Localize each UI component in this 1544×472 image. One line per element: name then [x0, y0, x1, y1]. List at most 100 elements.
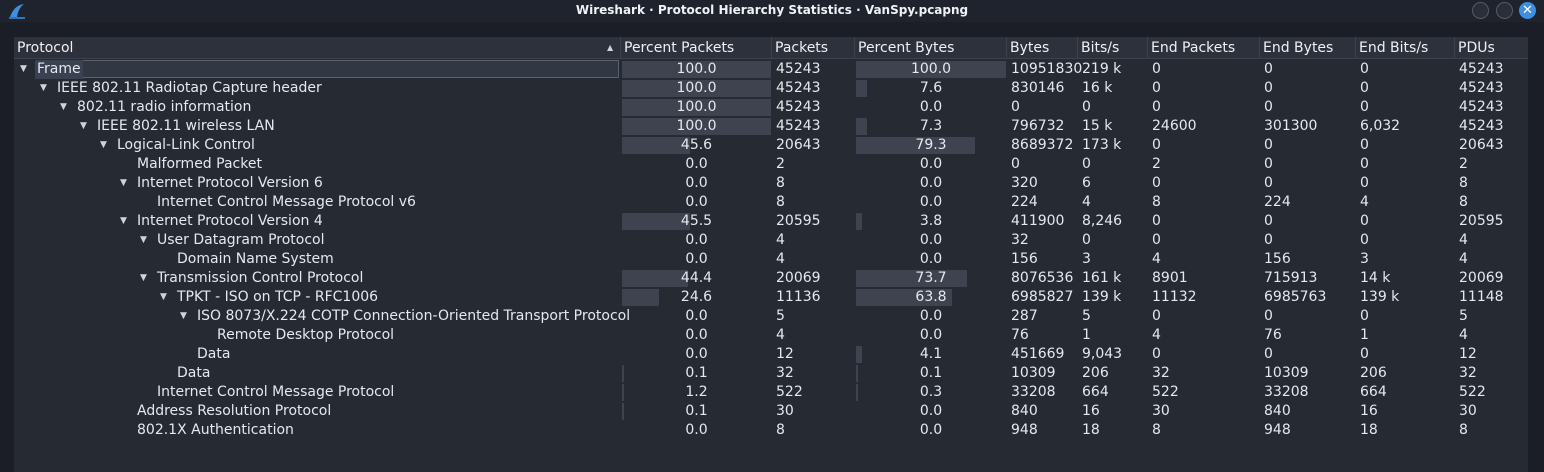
- percent-bytes-bar: 0.3: [856, 384, 1006, 401]
- bits-cell: 0: [1082, 156, 1091, 172]
- column-percent-packets[interactable]: Percent Packets: [621, 37, 772, 58]
- protocol-name-cell[interactable]: ▼ Internet Protocol Version 4: [14, 212, 621, 231]
- tree-row[interactable]: Address Resolution Protocol 0.1 0.0 30 840 16…: [14, 402, 1528, 421]
- column-bits-per-sec[interactable]: Bits/s: [1078, 37, 1148, 58]
- protocol-name-cell[interactable]: Address Resolution Protocol: [14, 402, 621, 421]
- protocol-name-cell[interactable]: ▼ IEEE 802.11 wireless LAN: [14, 117, 621, 136]
- percent-packets-bar-fill: [622, 118, 771, 135]
- expand-arrow-icon[interactable]: ▼: [120, 178, 127, 188]
- percent-bytes-bar-value: 0.0: [919, 99, 943, 115]
- protocol-name-cell[interactable]: ▼ TPKT - ISO on TCP - RFC1006: [14, 288, 621, 307]
- protocol-name-cell[interactable]: ▼ IEEE 802.11 Radiotap Capture header: [14, 79, 621, 98]
- protocol-name-cell[interactable]: Internet Control Message Protocol v6: [14, 193, 621, 212]
- percent-bytes-bar-fill: [856, 61, 1006, 78]
- column-end-packets[interactable]: End Packets: [1148, 37, 1260, 58]
- tree-row[interactable]: ▼ Logical-Link Control 45.6 79.3 20643 868937…: [14, 136, 1528, 155]
- percent-packets-bar-value: 44.4: [680, 270, 713, 286]
- percent-packets-bar: 0.0: [622, 251, 771, 268]
- tree-row[interactable]: ▼ Transmission Control Protocol 44.4 73.7 20…: [14, 269, 1528, 288]
- tree-row[interactable]: Internet Control Message Protocol 1.2 0.3 5…: [14, 383, 1528, 402]
- expand-arrow-icon[interactable]: ▼: [120, 216, 127, 226]
- percent-bytes-bar: 0.0: [856, 175, 1006, 192]
- protocol-name-cell[interactable]: ▼ User Datagram Protocol: [14, 231, 621, 250]
- protocol-hierarchy-tree[interactable]: Protocol ▲ Percent Packets Packets Perce…: [14, 37, 1528, 472]
- protocol-name-cell[interactable]: ▼ Internet Protocol Version 6: [14, 174, 621, 193]
- expand-arrow-icon[interactable]: ▼: [80, 121, 87, 131]
- percent-bytes-bar-value: 0.0: [919, 308, 943, 324]
- expand-arrow-icon[interactable]: ▼: [140, 273, 147, 283]
- protocol-name-cell[interactable]: ▼ Frame: [14, 60, 621, 79]
- column-protocol[interactable]: Protocol: [14, 37, 621, 58]
- column-end-bytes[interactable]: End Bytes: [1260, 37, 1356, 58]
- tree-row[interactable]: Remote Desktop Protocol 0.0 0.0 4 76 1 4 76 1 4: [14, 326, 1528, 345]
- maximize-button[interactable]: [1496, 2, 1513, 19]
- tree-row[interactable]: ▼ IEEE 802.11 Radiotap Capture header 100.…: [14, 79, 1528, 98]
- tree-row[interactable]: Domain Name System 0.0 0.0 4 156 3 4 156 3 4: [14, 250, 1528, 269]
- column-pdus[interactable]: PDUs: [1458, 40, 1495, 56]
- percent-bytes-bar-value: 79.3: [915, 137, 947, 153]
- percent-bytes-bar-value: 3.8: [919, 213, 943, 229]
- percent-bytes-bar: 7.3: [856, 118, 1006, 135]
- protocol-name-cell[interactable]: ▼ ISO 8073/X.224 COTP Connection-Oriented…: [14, 307, 630, 326]
- percent-packets-bar: 1.2: [622, 384, 771, 401]
- tree-row[interactable]: Internet Control Message Protocol v6 0.0 0…: [14, 193, 1528, 212]
- packets-cell: 522: [776, 384, 803, 400]
- protocol-label: Internet Control Message Protocol: [157, 384, 395, 400]
- close-button[interactable]: ✕: [1519, 2, 1536, 19]
- tree-row[interactable]: Malformed Packet 0.0 0.0 2 0 0 2 0 0 2: [14, 155, 1528, 174]
- expand-arrow-icon[interactable]: ▼: [20, 64, 27, 74]
- percent-packets-bar-value: 100.0: [676, 118, 717, 134]
- tree-row[interactable]: 802.1X Authentication 0.0 0.0 8 948 18 8 948 18 8: [14, 421, 1528, 440]
- end-bits-cell: 0: [1360, 213, 1369, 229]
- minimize-button[interactable]: [1472, 2, 1489, 19]
- percent-bytes-bar-fill: [856, 346, 863, 363]
- tree-row[interactable]: ▼ TPKT - ISO on TCP - RFC1006 24.6 63.8 1113…: [14, 288, 1528, 307]
- protocol-name-cell[interactable]: Data: [14, 345, 621, 364]
- expand-arrow-icon[interactable]: ▼: [160, 292, 167, 302]
- protocol-name-cell[interactable]: Data: [14, 364, 621, 383]
- percent-packets-bar-fill: [622, 137, 690, 154]
- pdus-cell: 2: [1459, 156, 1468, 172]
- bits-cell: 5: [1082, 308, 1091, 324]
- tree-row[interactable]: Data 0.1 0.1 32 10309 206 32 10309 206 32: [14, 364, 1528, 383]
- protocol-label: TPKT - ISO on TCP - RFC1006: [177, 289, 379, 305]
- tree-row[interactable]: ▼ ISO 8073/X.224 COTP Connection-Oriented…: [14, 307, 1528, 326]
- percent-bytes-bar-value: 4.1: [919, 346, 943, 362]
- bits-cell: 4: [1082, 194, 1091, 210]
- percent-bytes-bar-value: 0.1: [919, 365, 943, 381]
- expand-arrow-icon[interactable]: ▼: [60, 102, 67, 112]
- column-end-bits-per-sec[interactable]: End Bits/s: [1356, 37, 1455, 58]
- tree-row[interactable]: ▼ Internet Protocol Version 4 45.5 3.8 20595…: [14, 212, 1528, 231]
- bytes-cell: 33208: [1011, 384, 1056, 400]
- protocol-name-cell[interactable]: 802.1X Authentication: [14, 421, 621, 440]
- tree-row[interactable]: Data 0.0 4.1 12 451669 9,043 0 0 0 12: [14, 345, 1528, 364]
- protocol-name-cell[interactable]: Domain Name System: [14, 250, 621, 269]
- protocol-name-cell[interactable]: Internet Control Message Protocol: [14, 383, 621, 402]
- packets-cell: 45243: [776, 80, 821, 96]
- expand-arrow-icon[interactable]: ▼: [100, 140, 107, 150]
- packets-cell: 8: [776, 422, 785, 438]
- percent-packets-bar: 100.0: [622, 118, 771, 135]
- column-bytes[interactable]: Bytes: [1007, 37, 1078, 58]
- tree-row[interactable]: ▼ Frame 100.0 100.0 45243 10951830 219 k 0 0 0 452…: [14, 60, 1528, 79]
- tree-row[interactable]: ▼ IEEE 802.11 wireless LAN 100.0 7.3 45243 79…: [14, 117, 1528, 136]
- protocol-name-cell[interactable]: Malformed Packet: [14, 155, 621, 174]
- expand-arrow-icon[interactable]: ▼: [180, 311, 187, 321]
- tree-row[interactable]: ▼ User Datagram Protocol 0.0 0.0 4 32 0 0 0 0 4: [14, 231, 1528, 250]
- tree-row[interactable]: ▼ 802.11 radio information 100.0 0.0 45243 0 0…: [14, 98, 1528, 117]
- expand-arrow-icon[interactable]: ▼: [140, 235, 147, 245]
- protocol-name-cell[interactable]: ▼ 802.11 radio information: [14, 98, 621, 117]
- column-percent-bytes[interactable]: Percent Bytes: [855, 37, 1007, 58]
- pdus-cell: 32: [1459, 365, 1477, 381]
- bits-cell: 664: [1082, 384, 1109, 400]
- column-packets[interactable]: Packets: [772, 37, 855, 58]
- end-bytes-cell: 0: [1264, 232, 1273, 248]
- protocol-name-cell[interactable]: ▼ Logical-Link Control: [14, 136, 621, 155]
- end-bytes-cell: 76: [1264, 327, 1282, 343]
- protocol-name-cell[interactable]: ▼ Transmission Control Protocol: [14, 269, 621, 288]
- protocol-name-cell[interactable]: Remote Desktop Protocol: [14, 326, 621, 345]
- end-packets-cell: 4: [1152, 327, 1161, 343]
- expand-arrow-icon[interactable]: ▼: [40, 83, 47, 93]
- bytes-cell: 411900: [1011, 213, 1065, 229]
- tree-row[interactable]: ▼ Internet Protocol Version 6 0.0 0.0 8 320 6 0…: [14, 174, 1528, 193]
